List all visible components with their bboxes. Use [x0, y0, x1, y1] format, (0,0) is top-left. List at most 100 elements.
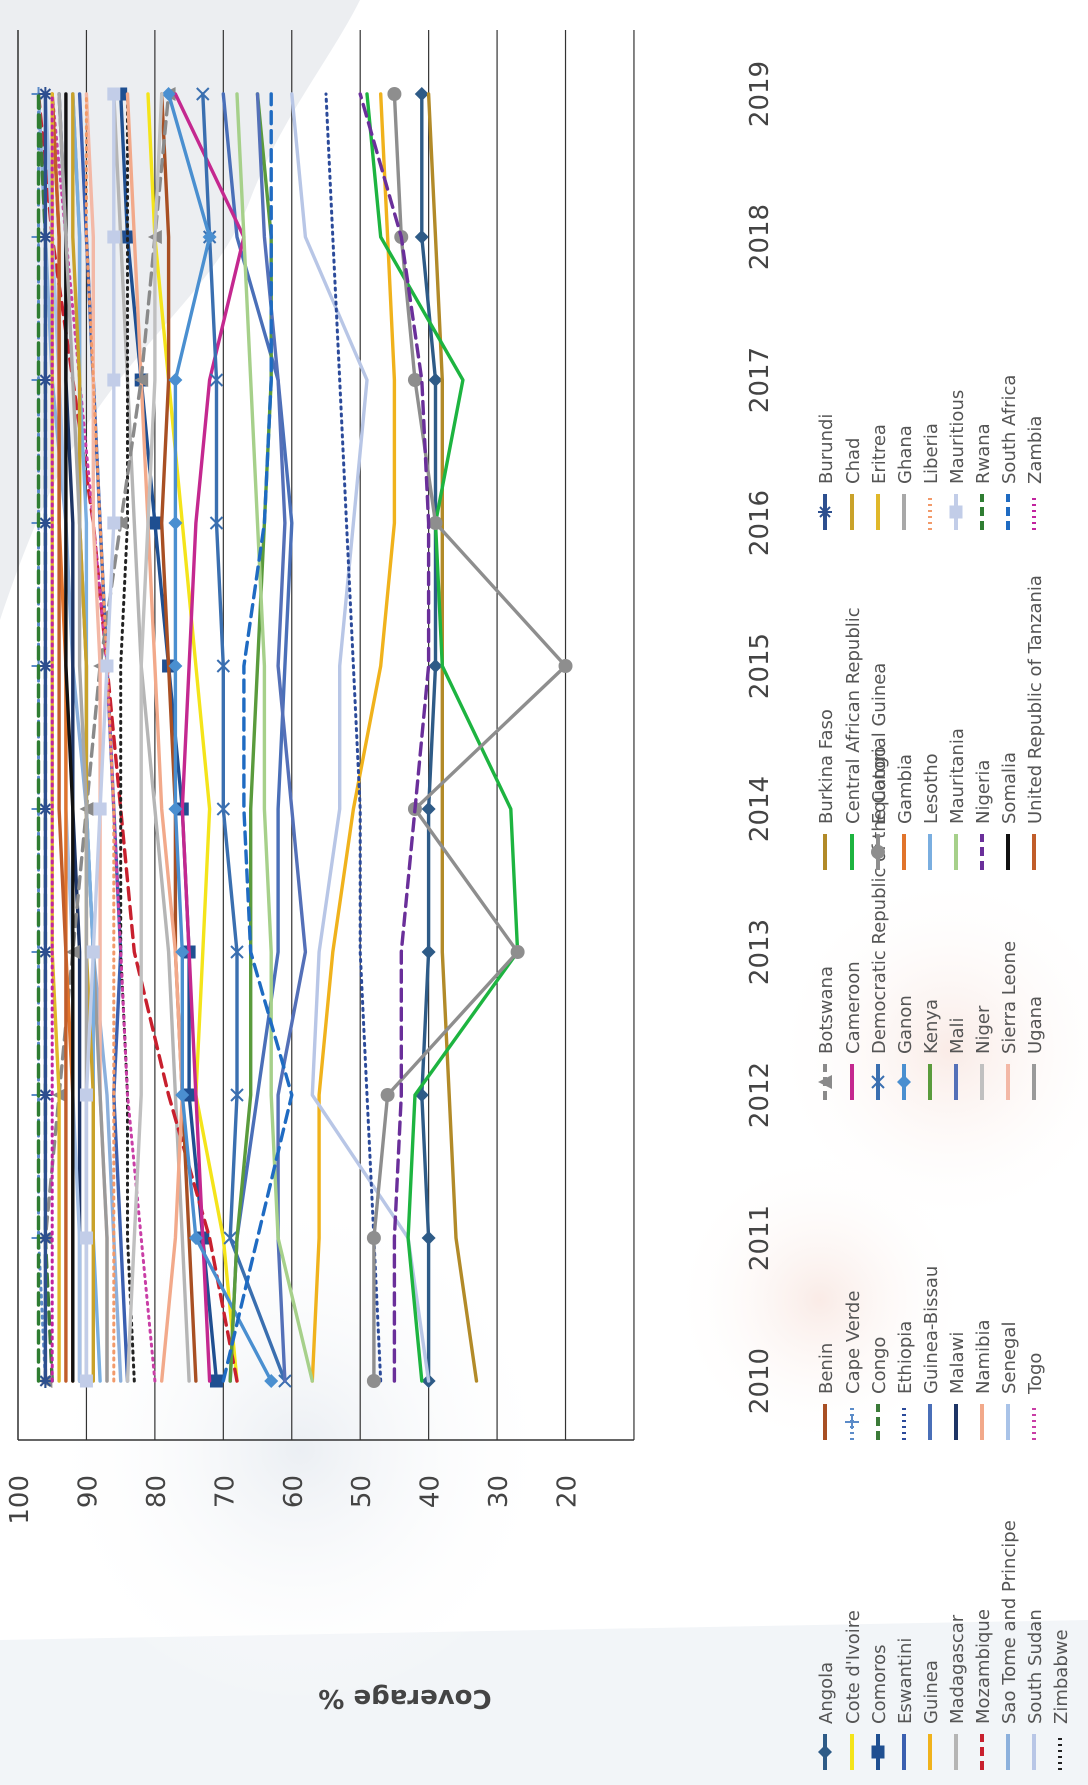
data-point	[216, 659, 231, 673]
data-point	[38, 1374, 53, 1388]
legend-item: Cote d'Ivoire	[843, 1610, 864, 1770]
series-line	[173, 92, 246, 1383]
series-line	[372, 92, 568, 1383]
legend-label: Burundi	[816, 414, 837, 484]
data-point	[107, 230, 121, 244]
data-point	[871, 1745, 885, 1759]
data-point	[428, 516, 443, 530]
series-line	[201, 92, 287, 1383]
legend-label: South Africa	[999, 375, 1020, 484]
legend: Angola Cote d'Ivoire Comoros Eswantini Guine…	[816, 375, 1072, 1770]
legend-item: Somalia	[999, 752, 1020, 870]
series-line	[71, 92, 96, 1383]
legend-item: Mali	[947, 1017, 968, 1100]
series-line	[64, 92, 75, 1383]
series-11	[31, 87, 53, 1388]
legend-label: Niger	[973, 1005, 994, 1054]
data-point	[38, 87, 53, 101]
data-point	[168, 373, 183, 387]
legend-label: Ugana	[1025, 996, 1046, 1054]
data-point	[421, 802, 436, 816]
legend-item: Chad	[843, 438, 864, 530]
x-tick-label: 2010	[745, 1348, 775, 1414]
data-point	[510, 945, 525, 959]
legend-item: Mauritania	[947, 728, 968, 870]
series-22	[161, 87, 279, 1388]
legend-item: Democratic Republic of the Congo	[869, 746, 890, 1100]
data-point	[38, 373, 53, 387]
x-tick-label: 2011	[745, 1205, 775, 1271]
legend-item: Equatorial Guinea	[869, 663, 890, 870]
series-line	[310, 92, 397, 1383]
series-line	[84, 92, 116, 1383]
series-line	[426, 92, 479, 1383]
legend-label: Ethiopia	[895, 1321, 916, 1394]
legend-label: Senegal	[999, 1322, 1020, 1394]
legend-label: Malawi	[947, 1332, 968, 1394]
legend-item: Sierra Leone	[999, 941, 1020, 1100]
legend-label: Zimbabwe	[1051, 1629, 1072, 1724]
legend-label: Rwana	[973, 423, 994, 484]
series-42	[79, 87, 121, 1388]
x-tick-label: 2017	[745, 347, 775, 413]
data-point	[79, 1374, 93, 1388]
data-point	[79, 1088, 93, 1102]
data-point	[223, 1231, 237, 1245]
series-14	[221, 92, 294, 1383]
legend-label: Mali	[947, 1017, 968, 1054]
legend-item: Namibia	[973, 1320, 994, 1440]
data-point	[407, 373, 422, 387]
legend-item: Mozambique	[973, 1609, 994, 1770]
legend-label: Togo	[1025, 1353, 1046, 1395]
legend-item: Kenya	[921, 999, 942, 1100]
series-line	[221, 92, 294, 1383]
legend-item: Eritrea	[869, 424, 890, 530]
series-34	[358, 92, 431, 1383]
series-4	[310, 92, 397, 1383]
legend-label: Chad	[843, 438, 864, 484]
series-35	[64, 92, 75, 1383]
legend-item: Zimbabwe	[1051, 1629, 1072, 1770]
series-line	[324, 92, 383, 1383]
series-10	[159, 92, 198, 1383]
data-point	[38, 802, 53, 816]
series-line	[36, 92, 123, 1383]
data-point	[558, 659, 573, 673]
data-point	[871, 1075, 885, 1089]
data-point	[209, 373, 224, 387]
series-line	[166, 92, 273, 1383]
series-36	[50, 92, 68, 1383]
data-point	[366, 1374, 381, 1388]
data-point	[86, 945, 100, 959]
legend-item: Gambia	[895, 754, 916, 870]
data-point	[38, 659, 53, 673]
legend-label: Cameroon	[843, 961, 864, 1054]
data-point	[188, 1231, 203, 1245]
data-point	[113, 516, 128, 530]
data-point	[818, 1745, 832, 1759]
legend-item: Burundi	[816, 414, 837, 530]
data-point	[818, 505, 832, 519]
series-line	[119, 92, 136, 1383]
x-tick-label: 2013	[745, 919, 775, 985]
data-point	[818, 1075, 832, 1089]
legend-item: Ugana	[1025, 996, 1046, 1100]
legend-label: Lesotho	[921, 753, 942, 824]
y-axis-title: Coverage %	[318, 1683, 491, 1713]
legend-item: Guinea-Bissau	[921, 1266, 942, 1440]
legend-item: Central African Republic	[843, 607, 864, 870]
data-point	[196, 87, 210, 101]
legend-label: Namibia	[973, 1320, 994, 1395]
legend-label: Mauritania	[947, 728, 968, 824]
legend-item: South Africa	[999, 375, 1020, 530]
legend-label: Angola	[816, 1662, 837, 1724]
data-point	[897, 1075, 911, 1089]
x-tick-labels: 2010 2011 2012 2013 2014 2015 2016 2017 2018 2019	[745, 61, 775, 1414]
series-21	[196, 87, 292, 1388]
series-line	[365, 92, 520, 1383]
legend-item: Ghana	[895, 425, 916, 530]
legend-item: Mauritious	[947, 390, 968, 530]
legend-label: Mauritious	[947, 390, 968, 484]
